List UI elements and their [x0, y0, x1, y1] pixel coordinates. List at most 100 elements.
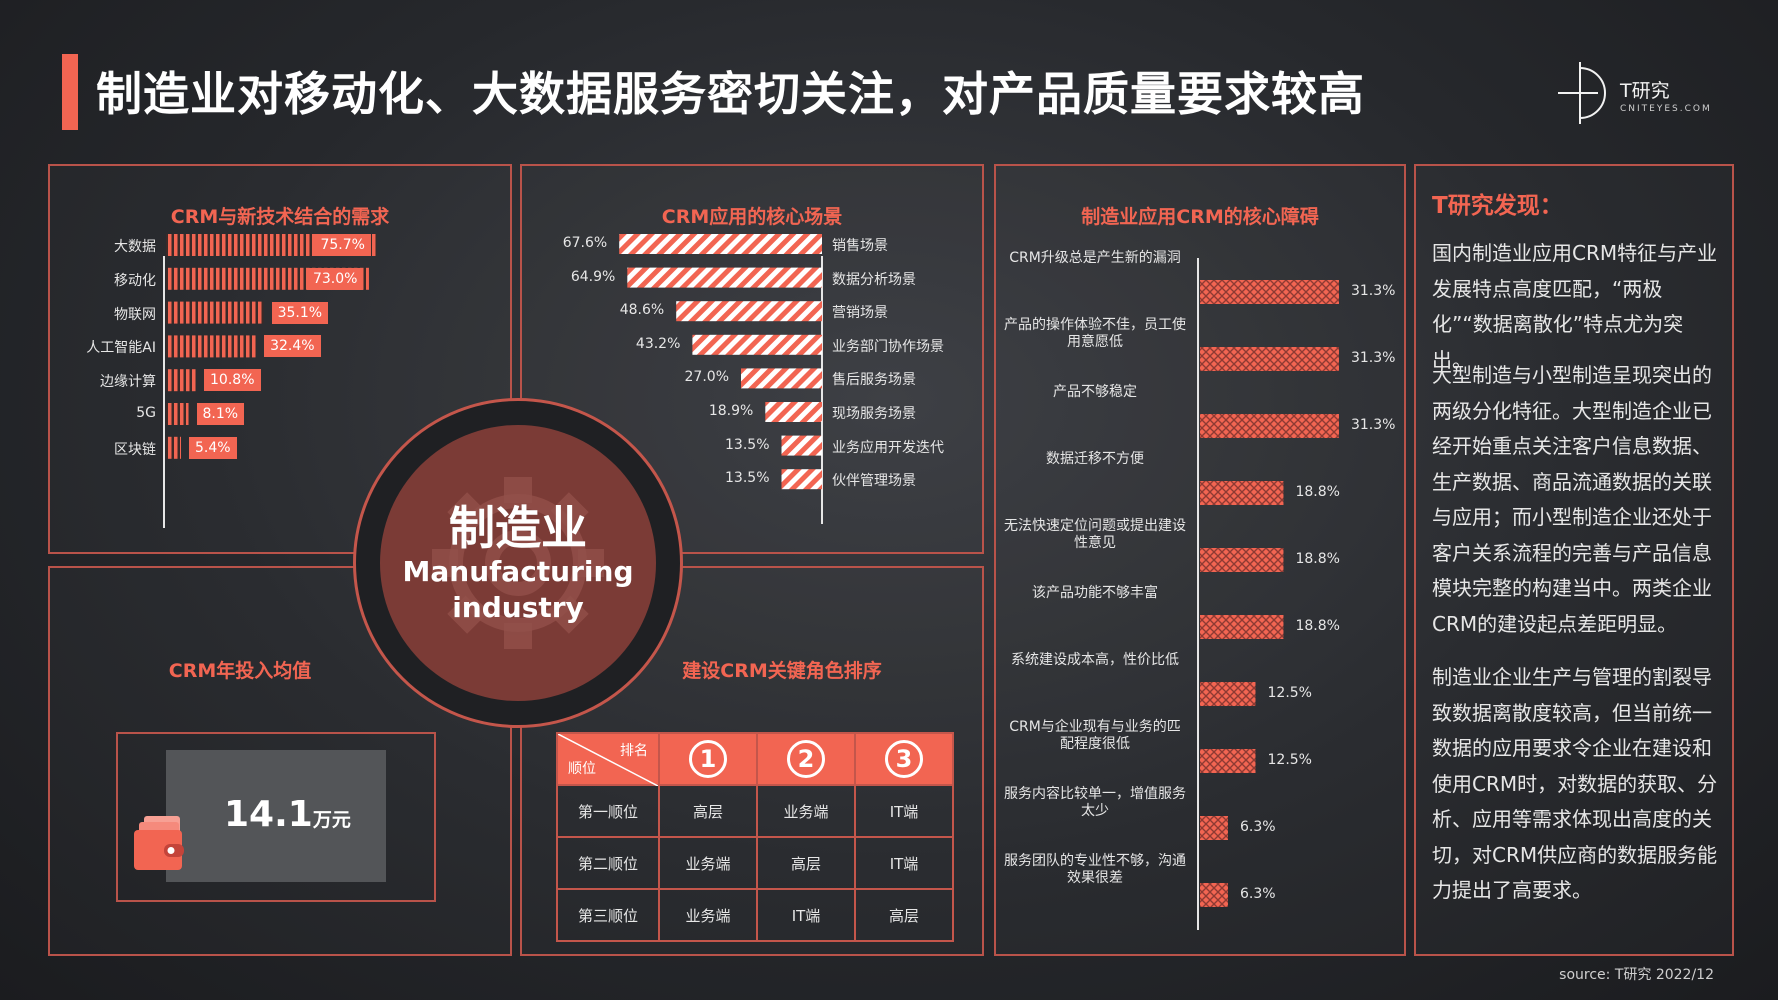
ranking-panel: 建设CRM关键角色排序: [520, 566, 984, 956]
category-label: 现场服务场景: [832, 406, 916, 422]
table-cell: 业务端: [658, 888, 758, 942]
bar: [1200, 816, 1228, 840]
invest-title: CRM年投入均值: [168, 660, 312, 682]
ranking-title: 建设CRM关键角色排序: [682, 660, 882, 682]
bar: [781, 469, 822, 490]
bar: [166, 436, 182, 459]
data-label: 18.8%: [1295, 484, 1340, 500]
bar: [166, 403, 189, 425]
category-label: 5G: [136, 405, 156, 421]
table-row: 第一顺位 高层 业务端 IT端: [556, 784, 954, 838]
ranking-table: 排名 顺位 1 2 3 第一顺位 高层 业务端 IT端 第二顺位 业务端 高层 …: [556, 732, 954, 942]
category-label: 区块链: [114, 441, 156, 458]
data-label: 48.6%: [619, 302, 665, 319]
data-label: 12.5%: [1267, 685, 1312, 701]
diagonal-divider: [558, 734, 658, 786]
logo-subtitle: CNITEYES.COM: [1620, 104, 1712, 114]
findings-paragraph-1: 国内制造业应用CRM特征与产业发展特点高度匹配，“两极化”“数据离散化”特点尤为…: [1432, 241, 1718, 372]
tech-demand-panel: CRM与新技术结合的需求: [48, 164, 512, 554]
table-cell: IT端: [756, 888, 856, 942]
data-label: 27.0%: [684, 369, 729, 386]
core-scenario-chart: [619, 234, 823, 524]
category-label: 物联网: [114, 306, 156, 323]
center-circle: [380, 425, 656, 701]
data-label: 31.3%: [1350, 283, 1396, 299]
tech-demand-title: CRM与新技术结合的需求: [170, 206, 390, 228]
category-label: 服务内容比较单一，增值服务太少: [1004, 786, 1186, 819]
page-title: 制造业对移动化、大数据服务密切关注，对产品质量要求较高: [96, 67, 1365, 121]
center-title-en-line2: industry: [452, 591, 584, 624]
category-label: 产品不够稳定: [1053, 384, 1137, 400]
invest-value: 14.1万元: [224, 794, 351, 835]
data-label: 35.1%: [271, 301, 329, 324]
bar: [765, 402, 822, 422]
data-label: 64.9%: [570, 268, 616, 285]
logo-mark-icon: [1558, 62, 1606, 124]
data-label: 18.8%: [1295, 618, 1340, 634]
category-label: 该产品功能不够丰富: [1032, 585, 1158, 601]
findings-title: T研究发现：: [1432, 193, 1563, 219]
findings-paragraph-3: 制造业企业生产与管理的割裂导致数据离散度较高，但当前统一数据的应用要求令企业在建…: [1432, 665, 1718, 902]
data-label: 18.8%: [1295, 551, 1340, 567]
findings-panel: [1414, 164, 1734, 956]
category-label: 边缘计算: [100, 374, 156, 391]
table-cell: IT端: [854, 784, 954, 838]
category-label: 业务部门协作场景: [832, 338, 944, 355]
brand-logo: T研究 CNITEYES.COM: [1558, 62, 1728, 124]
category-label: 营销场景: [832, 305, 888, 322]
category-label: 无法快速定位问题或提出建设性意见: [1004, 518, 1186, 551]
category-label: CRM升级总是产生新的漏洞: [1009, 250, 1181, 266]
data-label: 75.7%: [314, 234, 371, 256]
ranking-corner-cell: 排名 顺位: [556, 732, 660, 786]
row-label: 第二顺位: [556, 836, 660, 890]
rank-2-header: 2: [756, 732, 856, 786]
rank-3-header: 3: [854, 732, 954, 786]
bar: [166, 335, 257, 358]
ranking-header-bottom: 顺位: [568, 761, 596, 777]
rank-1-header: 1: [658, 732, 758, 786]
data-label: 18.9%: [708, 403, 754, 419]
bar: [1200, 883, 1228, 907]
category-label: 业务应用开发迭代: [832, 439, 944, 456]
ranking-header-top: 排名: [620, 743, 648, 759]
data-label: 8.1%: [196, 403, 245, 425]
data-label: 13.5%: [725, 436, 770, 453]
data-label: 43.2%: [635, 335, 681, 352]
bar: [166, 369, 197, 392]
title-accent-bar: [62, 54, 78, 130]
wallet-icon: [134, 816, 184, 870]
table-cell: 业务端: [756, 784, 856, 838]
bar: [741, 368, 822, 389]
gear-icon: [432, 477, 604, 649]
category-label: 大数据: [114, 239, 156, 255]
table-cell: 业务端: [658, 836, 758, 890]
bar: [1200, 548, 1284, 572]
source-note: source: T研究 2022/12: [1559, 967, 1714, 983]
bar: [1200, 615, 1284, 639]
logo-name: T研究: [1620, 80, 1670, 102]
data-label: 67.6%: [562, 235, 608, 251]
category-label: 售后服务场景: [832, 372, 916, 389]
bar: [781, 435, 822, 456]
category-label: 服务团队的专业性不够，沟通效果很差: [1004, 853, 1186, 886]
table-cell: 高层: [658, 784, 758, 838]
data-label: 73.0%: [306, 267, 364, 290]
data-label: 31.3%: [1350, 417, 1396, 433]
category-label: 数据分析场景: [832, 271, 916, 288]
category-label: CRM与企业现有与业务的匹配程度很低: [1009, 719, 1181, 752]
invest-card-inner: [166, 750, 386, 882]
table-row: 第三顺位 业务端 IT端 高层: [556, 888, 954, 942]
bar: [1200, 481, 1284, 505]
bar: [166, 301, 264, 324]
category-label: 移动化: [114, 272, 156, 289]
invest-panel: CRM年投入均值: [48, 566, 512, 956]
rank-1-badge: 1: [689, 740, 727, 778]
category-label: 伙伴管理场景: [832, 473, 916, 490]
bar: [692, 334, 822, 355]
table-row: 第二顺位 业务端 高层 IT端: [556, 836, 954, 890]
invest-number: 14.1: [224, 794, 313, 835]
bar: [619, 234, 822, 254]
category-label: 销售场景: [832, 238, 888, 254]
bar: [1200, 682, 1256, 706]
rank-2-badge: 2: [787, 740, 825, 778]
